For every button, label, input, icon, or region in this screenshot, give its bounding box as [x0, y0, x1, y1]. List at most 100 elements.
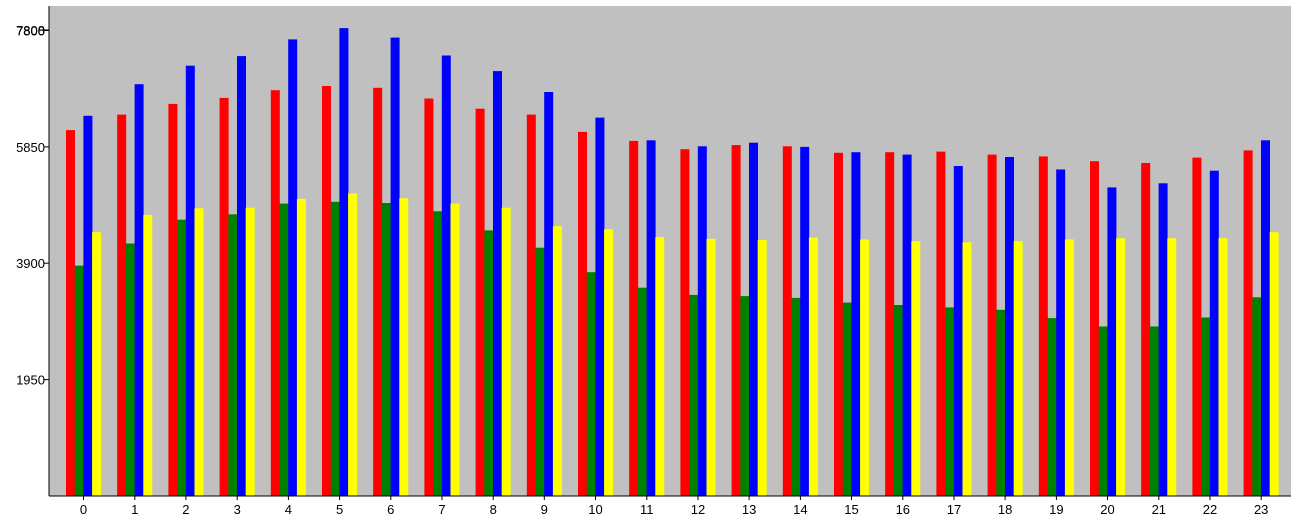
bar-11-series-3: [655, 237, 665, 496]
bar-23-series-1: [1252, 297, 1262, 496]
bar-3-series-1: [228, 214, 238, 497]
bar-4-series-2: [288, 39, 298, 497]
bar-12-series-1: [689, 294, 699, 496]
y-tick-label: 1950: [16, 373, 45, 388]
bar-3-series-2: [237, 56, 246, 496]
bar-19-series-1: [1047, 318, 1057, 496]
x-tick-label: 18: [998, 502, 1012, 517]
bar-9-series-3: [552, 226, 562, 496]
bar-22-series-2: [1209, 170, 1219, 496]
x-tick-label: 3: [234, 502, 241, 517]
x-tick-label: 6: [387, 502, 394, 517]
bar-4-series-0: [270, 90, 280, 496]
bar-15-series-0: [834, 152, 843, 497]
x-tick-label: 0: [80, 502, 87, 517]
bar-12-series-3: [706, 238, 716, 497]
bar-8-series-0: [475, 108, 485, 496]
bar-18-series-3: [1013, 241, 1023, 496]
y-tick-label: 3900: [16, 256, 45, 271]
bar-23-series-2: [1261, 140, 1270, 497]
x-tick-label: 5: [336, 502, 343, 517]
x-tick-label: 8: [490, 502, 497, 517]
bar-8-series-3: [501, 207, 511, 496]
bar-16-series-2: [902, 154, 912, 496]
x-tick-label: 23: [1254, 502, 1268, 517]
x-tick-label: 9: [541, 502, 548, 517]
bar-11-series-2: [646, 140, 656, 497]
bar-0-series-0: [66, 130, 75, 496]
x-tick-label: 14: [793, 502, 807, 517]
bar-4-series-1: [279, 203, 289, 496]
x-tick-label: 21: [1152, 502, 1166, 517]
bar-20-series-2: [1107, 187, 1117, 496]
x-tick-label: 16: [896, 502, 910, 517]
bar-8-series-1: [484, 230, 494, 496]
bar-10-series-3: [604, 229, 614, 496]
bar-2-series-3: [194, 208, 204, 497]
bar-0-series-1: [74, 265, 84, 496]
x-tick-label: 7: [438, 502, 445, 517]
bar-7-series-0: [424, 98, 434, 496]
bar-23-series-0: [1243, 150, 1253, 496]
bar-6-series-1: [381, 203, 391, 496]
bar-7-series-1: [433, 211, 443, 497]
bar-16-series-3: [911, 241, 921, 496]
bar-7-series-2: [441, 55, 451, 496]
x-tick-label: 13: [742, 502, 756, 517]
bar-9-series-0: [526, 114, 536, 496]
bar-2-series-2: [185, 65, 195, 496]
bar-4-series-3: [296, 198, 306, 497]
x-tick-label: 17: [947, 502, 961, 517]
bar-2-series-0: [168, 103, 178, 497]
bar-1-series-0: [117, 114, 127, 496]
x-tick-label: 15: [844, 502, 858, 517]
bar-3-series-0: [219, 97, 229, 497]
bar-8-series-2: [493, 71, 502, 496]
bar-1-series-2: [134, 84, 144, 496]
bar-18-series-2: [1005, 157, 1014, 496]
bar-16-series-1: [893, 305, 903, 496]
bar-5-series-1: [330, 201, 340, 497]
bar-13-series-3: [757, 240, 767, 496]
bar-1-series-3: [143, 214, 153, 496]
bar-2-series-1: [177, 219, 187, 496]
bar-6-series-0: [373, 87, 383, 497]
bar-17-series-0: [936, 151, 946, 496]
bar-11-series-1: [637, 287, 647, 496]
bar-17-series-2: [953, 166, 963, 496]
y-tick-label: 7808: [16, 23, 45, 38]
bar-10-series-0: [578, 131, 587, 496]
bar-0-series-3: [92, 232, 102, 496]
x-tick-label: 19: [1049, 502, 1063, 517]
bar-7-series-3: [450, 203, 460, 496]
bar-13-series-0: [731, 145, 741, 496]
bar-0-series-2: [83, 115, 93, 497]
bar-1-series-1: [125, 243, 135, 496]
bar-20-series-0: [1090, 161, 1099, 496]
bar-14-series-3: [808, 237, 818, 496]
x-tick-label: 11: [640, 502, 654, 517]
bar-20-series-3: [1116, 238, 1126, 496]
bar-5-series-3: [348, 193, 358, 496]
y-tick-label: 7800: [16, 24, 45, 39]
bar-5-series-2: [339, 28, 349, 496]
bar-6-series-2: [390, 37, 400, 496]
bar-15-series-2: [851, 152, 861, 496]
bar-12-series-2: [697, 146, 707, 497]
bar-16-series-0: [885, 152, 895, 496]
bar-23-series-3: [1269, 232, 1279, 496]
x-ticks-group: 0 1 2 3 4 5 6 7 8 9 10 11 12 13 14 15 16 17 18 19 20 21 22 23: [80, 496, 1268, 517]
bar-14-series-0: [782, 146, 792, 497]
bar-11-series-0: [629, 140, 639, 496]
bar-6-series-3: [399, 198, 409, 496]
bar-21-series-1: [1149, 326, 1159, 496]
bar-19-series-0: [1038, 156, 1048, 496]
bar-14-series-1: [791, 297, 801, 496]
bar-14-series-2: [800, 146, 810, 496]
bar-10-series-2: [595, 117, 605, 496]
bar-15-series-1: [842, 302, 852, 496]
bars-group: [66, 28, 1279, 497]
bar-17-series-1: [945, 307, 955, 496]
bar-20-series-1: [1098, 326, 1108, 496]
